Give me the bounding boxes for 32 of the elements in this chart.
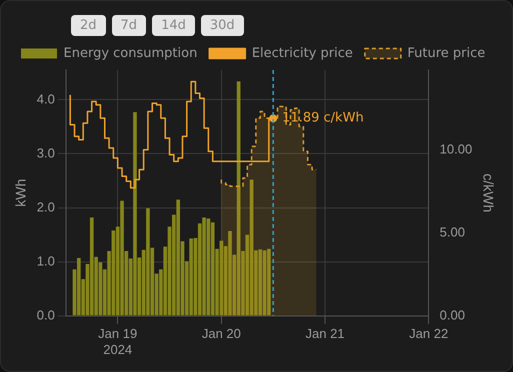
- bar: [146, 208, 150, 316]
- text: 7d: [112, 15, 146, 36]
- legend-label: Future price: [407, 46, 486, 61]
- x-tick-label: Jan 19 2024: [98, 326, 138, 357]
- bar: [90, 217, 94, 316]
- text: 14d: [152, 15, 195, 36]
- bar: [262, 250, 266, 316]
- text: 30d: [200, 15, 244, 36]
- y2-tick-label: 10.00: [440, 141, 472, 156]
- bar: [120, 200, 124, 316]
- y-tick-label: 3.0: [36, 145, 55, 160]
- bar: [76, 258, 81, 316]
- bar: [258, 249, 262, 316]
- y-tick-label: 4.0: [36, 91, 55, 106]
- y-tick-label: 2.0: [36, 199, 55, 214]
- y2-axis-title: c/kWh: [480, 173, 497, 212]
- y-tick-label: 1.0: [36, 253, 55, 268]
- text: 2d: [71, 15, 106, 36]
- x-tick-label: Jan 21: [305, 326, 345, 342]
- y2-tick-label: 5.00: [440, 224, 465, 240]
- x-tick-label: Jan 22: [409, 326, 448, 342]
- bar: [202, 217, 206, 316]
- y2-tick-label: 0.00: [440, 307, 465, 322]
- bar: [250, 180, 254, 316]
- bar: [228, 230, 232, 316]
- bar: [133, 112, 137, 316]
- y-tick-label: 0.0: [36, 307, 55, 322]
- bar: [210, 222, 215, 316]
- legend-label: Energy consumption: [64, 46, 198, 61]
- legend-label: Electricity price: [252, 46, 353, 61]
- x-tick-label: Jan 20: [202, 326, 241, 342]
- y-axis-title: kWh: [12, 178, 28, 207]
